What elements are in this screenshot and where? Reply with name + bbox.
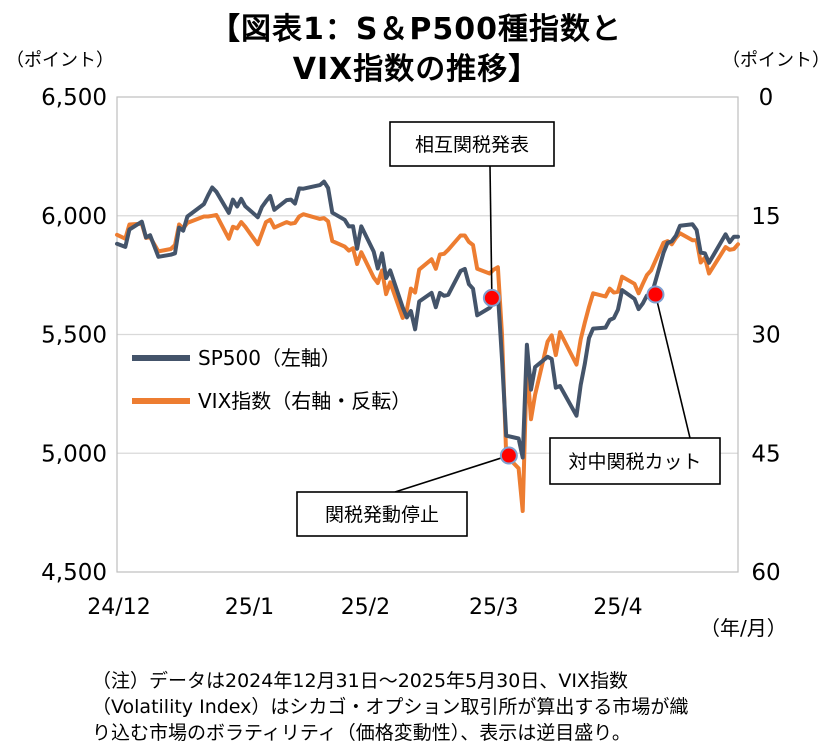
x-axis-tick-label: 25/2 (341, 595, 390, 620)
left-axis-tick-label: 5,000 (41, 441, 107, 467)
event-marker (646, 285, 665, 304)
callout-leader-line (489, 165, 493, 298)
left-axis-tick-label: 4,500 (41, 560, 107, 586)
vix-series-line (115, 212, 740, 513)
left-axis-unit: （ポイント） (6, 50, 114, 71)
left-axis-tick-label: 5,500 (41, 323, 107, 349)
right-axis-tick-label: 30 (751, 323, 780, 349)
sp500-series-line (115, 179, 740, 460)
callout-box (549, 437, 721, 485)
x-axis-tick-label: 25/3 (469, 595, 518, 620)
callout-leader-line (654, 294, 691, 439)
legend-label-sp500: SP500（左軸） (198, 346, 341, 370)
x-axis-tick-label: 25/4 (593, 595, 642, 620)
x-axis-tick-label: 25/1 (225, 595, 274, 620)
plot-frame (116, 96, 739, 573)
left-axis-tick-label: 6,500 (41, 85, 107, 111)
callout-leader-line (394, 454, 510, 493)
callout-box (296, 491, 468, 537)
callout-box (389, 121, 555, 167)
legend-label-vix: VIX指数（右軸・反転） (198, 389, 411, 413)
right-axis-tick-label: 45 (751, 441, 780, 467)
right-axis-tick-label: 60 (751, 560, 780, 586)
footnote-line-3: り込む市場のボラティリティ（価格変動性）、表示は逆目盛り。 (92, 722, 631, 744)
event-marker (482, 288, 501, 307)
left-axis-tick-label: 6,000 (41, 204, 107, 230)
callout-label: 対中関税カット (568, 451, 701, 473)
footnote-line-1: （注）データは2024年12月31日～2025年5月30日、VIX指数 (92, 670, 628, 692)
x-axis-unit: （年/月） (700, 616, 787, 640)
callout-label: 相互関税発表 (415, 134, 529, 156)
event-marker (499, 446, 518, 465)
footnote: （注）データは2024年12月31日～2025年5月30日、VIX指数 （Vol… (92, 668, 832, 746)
line-chart: 4,500 5,000 5,500 6,000 6,500 0 15 30 45 60 24/12 2… (41, 85, 781, 620)
right-axis-unit: （ポイント） (722, 50, 830, 71)
right-axis-tick-label: 0 (759, 85, 774, 111)
footnote-line-2: （Volatility Index）はシカゴ・オプション取引所が算出する市場が織 (92, 696, 689, 718)
x-axis-tick-label: 24/12 (87, 595, 150, 620)
right-axis-tick-label: 15 (751, 204, 780, 230)
chart-title-line2: VIX指数の推移】 (292, 52, 540, 87)
callout-label: 関税発動停止 (325, 504, 439, 526)
chart-title-line1: 【図表1：S＆P500種指数と (209, 12, 623, 47)
